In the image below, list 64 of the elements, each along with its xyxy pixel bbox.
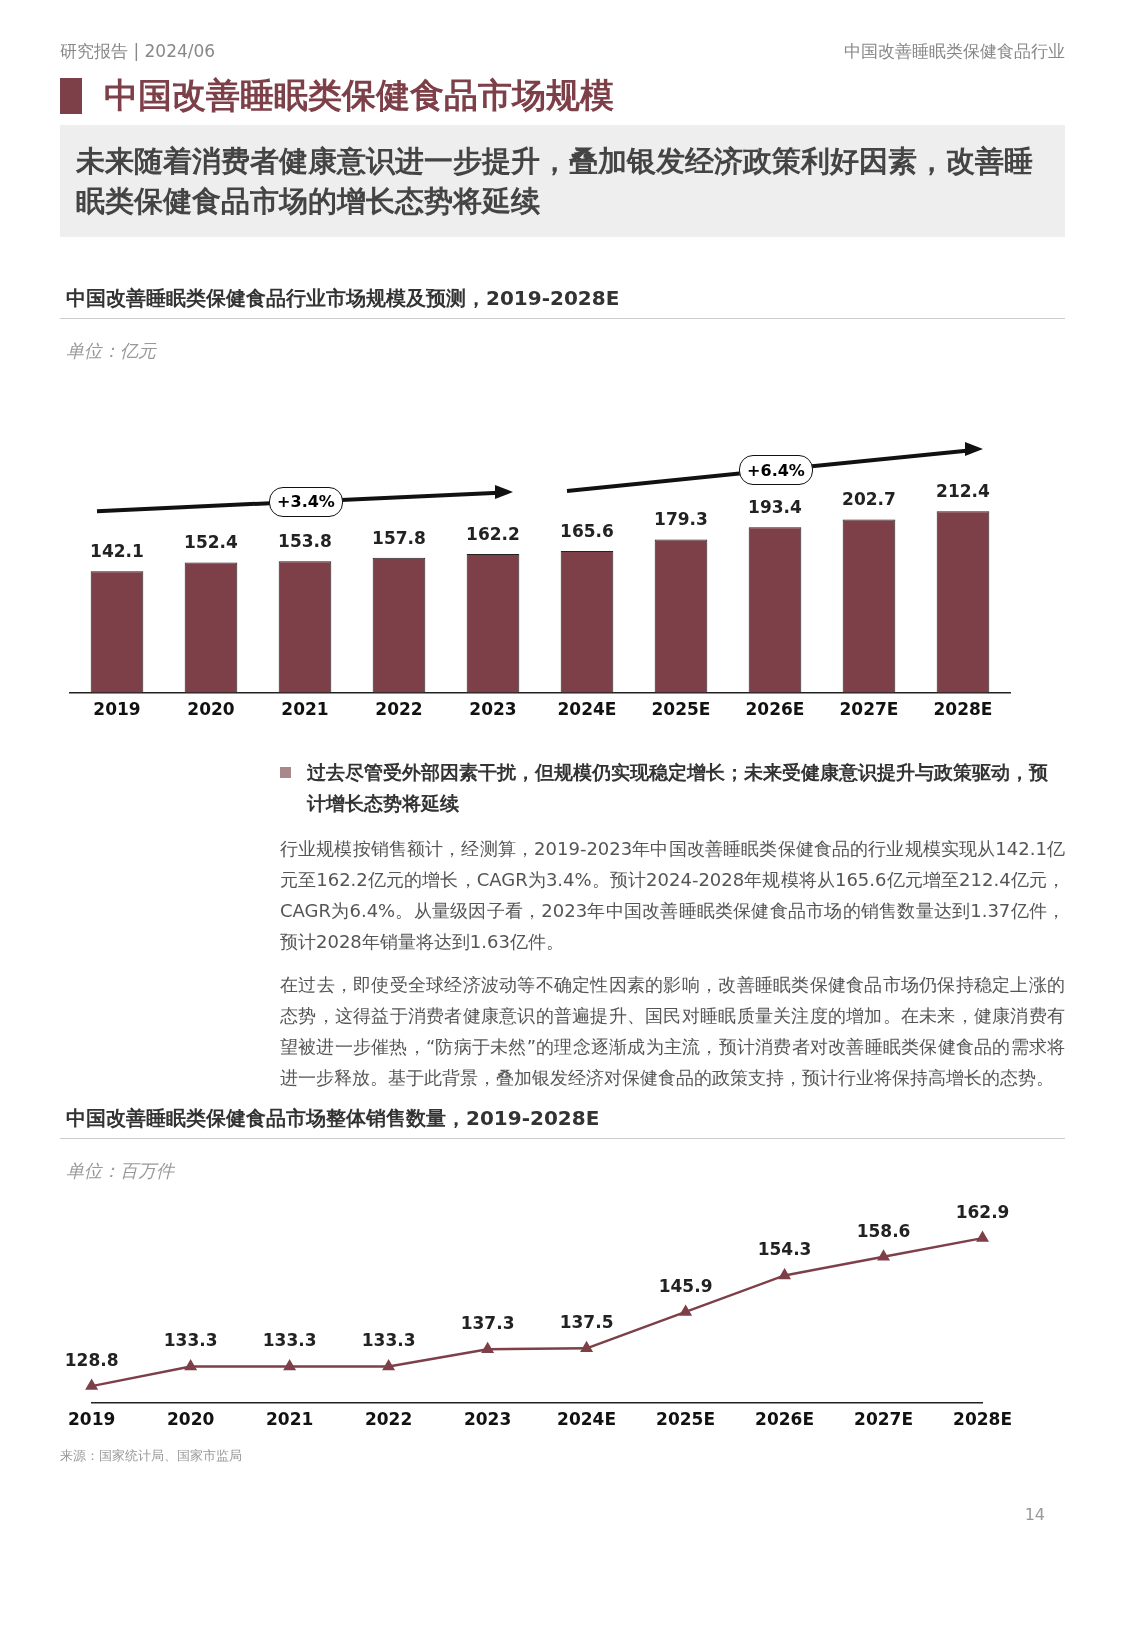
text: 在过去，即使受全球经济波动等不确定性因素的影响，改善睡眠类保健食品市场仍保持稳定上涨的态势，这得益于消费者健康意识的普遍提升、国民对睡眠质量关注度的增加。在未来，健康消费有望被进一步催热，“防病于未然”的理念逐渐成为主流，预计消费者对改善睡眠类保健食品的需求将进一步释放。基于此背景，叠加银发经济对保健食品的政策支持，预计行业将保持高增长的态势。 — [280, 973, 1065, 1090]
x-tick-label: 2021 — [265, 1409, 314, 1430]
text: +3.4% — [269, 486, 343, 517]
x-tick-label: 2026E — [755, 1409, 815, 1430]
data-label: 179.3 — [654, 509, 708, 530]
x-tick-label: 2027E — [839, 699, 899, 720]
point — [877, 1250, 890, 1261]
chart-title: 中国改善睡眠类保健食品市场整体销售数量，2019-2028E — [60, 1105, 1065, 1139]
text: 中国改善睡眠类保健食品行业 — [844, 40, 1065, 63]
x-tick-label: 2028E — [953, 1409, 1013, 1430]
data-label: 133.3 — [163, 1330, 218, 1351]
data-label: 154.3 — [757, 1239, 812, 1260]
x-tick-label: 2020 — [166, 1409, 215, 1430]
data-label: 133.3 — [361, 1330, 416, 1351]
x-tick-label: 2024E — [557, 699, 617, 720]
x-tick-label: 2025E — [656, 1409, 716, 1430]
data-label: 152.4 — [184, 532, 239, 553]
text: 单位：百万件 — [65, 1159, 176, 1183]
data-label: 212.4 — [936, 481, 991, 502]
point — [778, 1269, 791, 1280]
data-label: 202.7 — [842, 489, 896, 510]
point — [284, 1360, 296, 1371]
x-tick-label: 2025E — [651, 699, 711, 720]
x-tick-label: 2023 — [463, 1409, 512, 1430]
data-label: 193.4 — [748, 497, 803, 518]
point — [185, 1360, 197, 1371]
text: 单位：亿元 — [65, 339, 158, 363]
x-tick-label: 2020 — [187, 699, 235, 720]
x-tick-label: 2022 — [364, 1409, 413, 1430]
x-tick-label: 2021 — [281, 699, 329, 720]
data-label: 133.3 — [262, 1330, 317, 1351]
data-label: 142.1 — [90, 541, 144, 562]
text: +6.4% — [739, 455, 813, 486]
x-tick-label: 2022 — [375, 699, 423, 720]
chart-title: 中国改善睡眠类保健食品行业市场规模及预测，2019-2028E — [60, 285, 1065, 319]
data-label: 162.9 — [955, 1202, 1010, 1223]
data-label: 165.6 — [560, 521, 614, 542]
point — [680, 1305, 692, 1316]
point — [383, 1360, 395, 1371]
text: 研究报告 | 2024/06 — [60, 40, 216, 63]
data-label: 145.9 — [658, 1275, 713, 1296]
x-tick-label: 2019 — [67, 1409, 116, 1430]
text: 未来随着消费者健康意识进一步提升，叠加银发经济政策利好因素，改善睡眠类保健食品市场的增长态势将延续 — [60, 125, 1065, 237]
point — [86, 1379, 98, 1390]
source-note: 来源：国家统计局、国家市监局 — [60, 1447, 243, 1465]
data-label: 137.5 — [559, 1312, 614, 1333]
text: 过去尽管受外部因素干扰，但规模仍实现稳定增长；未来受健康意识提升与政策驱动，预计增长态势将延续 — [307, 760, 1049, 816]
x-tick-label: 2023 — [469, 699, 517, 720]
data-label: 162.2 — [466, 523, 520, 544]
data-label: 128.8 — [64, 1350, 119, 1371]
text: 行业规模按销售额计，经测算，2019-2023年中国改善睡眠类保健食品的行业规模实现从142.1亿元至162.2亿元的增长，CAGR为3.4%。预计2024-2028年规模将从165.6亿元增至212.4亿元，CAGR为6.4%。从量级因子看，2023年中国改善睡眠类保健食品市场的销售数量达到1.37亿件，预计2028年销量将达到1.63亿件。 — [280, 837, 1065, 954]
x-tick-label: 2028E — [933, 699, 993, 720]
data-label: 137.3 — [460, 1313, 515, 1334]
x-tick-label: 2024E — [557, 1409, 617, 1430]
x-tick-label: 2019 — [93, 699, 141, 720]
point — [482, 1342, 494, 1353]
text: 中国改善睡眠类保健食品市场规模 — [104, 74, 614, 117]
data-label: 158.6 — [856, 1220, 911, 1241]
x-tick-label: 2027E — [854, 1409, 914, 1430]
text: 14 — [1023, 1505, 1046, 1524]
x-tick-label: 2026E — [745, 699, 805, 720]
data-label: 153.8 — [278, 531, 332, 552]
point — [976, 1231, 989, 1242]
data-label: 157.8 — [372, 527, 426, 548]
